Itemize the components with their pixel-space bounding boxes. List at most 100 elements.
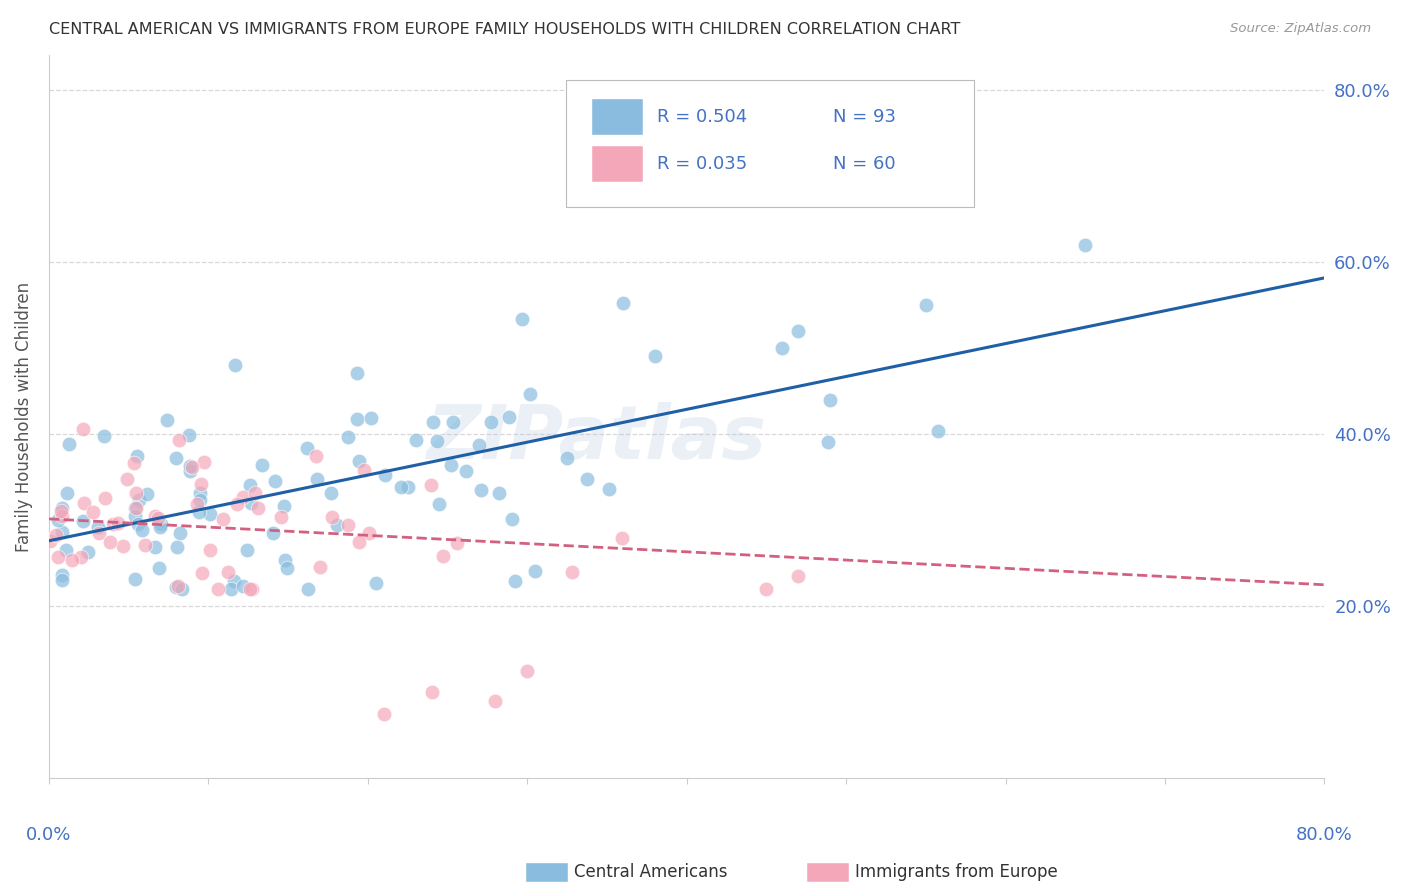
- Point: [479, 415, 502, 429]
- Point: [124, 508, 146, 523]
- Point: [225, 497, 247, 511]
- Point: [505, 574, 527, 589]
- Point: [374, 467, 396, 482]
- Point: [488, 486, 510, 500]
- FancyBboxPatch shape: [592, 98, 644, 135]
- Point: [51, 504, 73, 518]
- Point: [211, 512, 233, 526]
- Point: [124, 572, 146, 586]
- Point: [128, 492, 150, 507]
- Point: [787, 569, 810, 583]
- Point: [470, 483, 492, 498]
- Point: [516, 664, 538, 678]
- Point: [72, 515, 94, 529]
- Point: [305, 472, 328, 486]
- Point: [217, 565, 239, 579]
- Point: [561, 565, 583, 579]
- Point: [70, 550, 93, 565]
- Point: [103, 516, 125, 531]
- Point: [498, 410, 520, 425]
- Point: [124, 501, 146, 516]
- Point: [373, 706, 395, 721]
- Point: [755, 582, 778, 596]
- Point: [422, 416, 444, 430]
- Point: [135, 487, 157, 501]
- Point: [186, 497, 208, 511]
- Point: [143, 541, 166, 555]
- Point: [188, 486, 211, 500]
- Point: [240, 496, 263, 510]
- Point: [360, 411, 382, 425]
- Text: 80.0%: 80.0%: [1296, 826, 1353, 844]
- Point: [239, 582, 262, 596]
- Point: [337, 518, 360, 533]
- Point: [276, 561, 298, 575]
- Point: [170, 582, 193, 596]
- Point: [389, 480, 412, 494]
- Text: CENTRAL AMERICAN VS IMMIGRANTS FROM EUROPE FAMILY HOUSEHOLDS WITH CHILDREN CORRE: CENTRAL AMERICAN VS IMMIGRANTS FROM EURO…: [49, 22, 960, 37]
- Point: [179, 464, 201, 478]
- Point: [427, 497, 450, 511]
- Point: [107, 516, 129, 530]
- Point: [273, 499, 295, 513]
- Point: [166, 540, 188, 554]
- Point: [89, 526, 111, 541]
- Point: [770, 341, 793, 355]
- Point: [149, 520, 172, 534]
- Point: [270, 509, 292, 524]
- Point: [523, 564, 546, 578]
- Point: [207, 582, 229, 596]
- Text: R = 0.035: R = 0.035: [658, 154, 748, 173]
- Point: [51, 509, 73, 524]
- Point: [510, 311, 533, 326]
- Point: [468, 438, 491, 452]
- Point: [353, 463, 375, 477]
- Point: [787, 324, 810, 338]
- Point: [55, 543, 77, 558]
- Point: [224, 358, 246, 372]
- Point: [165, 450, 187, 465]
- Point: [321, 509, 343, 524]
- Point: [44, 527, 66, 541]
- Point: [46, 513, 69, 527]
- Point: [914, 298, 936, 312]
- Point: [305, 450, 328, 464]
- Point: [193, 455, 215, 469]
- Point: [148, 511, 170, 525]
- Point: [432, 549, 454, 564]
- Point: [169, 526, 191, 541]
- Point: [321, 486, 343, 500]
- Point: [122, 456, 145, 470]
- Point: [232, 579, 254, 593]
- Point: [274, 553, 297, 567]
- Point: [927, 424, 949, 438]
- Point: [308, 560, 330, 574]
- Point: [326, 518, 349, 533]
- Point: [124, 501, 146, 516]
- Point: [519, 386, 541, 401]
- Point: [239, 478, 262, 492]
- Point: [232, 490, 254, 504]
- Point: [58, 436, 80, 450]
- Point: [73, 496, 96, 510]
- FancyBboxPatch shape: [592, 145, 644, 182]
- Point: [396, 480, 419, 494]
- Point: [818, 392, 841, 407]
- Point: [198, 507, 221, 521]
- Point: [250, 458, 273, 473]
- Point: [236, 543, 259, 558]
- Point: [125, 449, 148, 463]
- Point: [51, 501, 73, 516]
- Point: [188, 493, 211, 508]
- Point: [148, 561, 170, 575]
- Text: Central Americans: Central Americans: [574, 863, 727, 881]
- Point: [446, 536, 468, 550]
- Point: [125, 485, 148, 500]
- Point: [177, 428, 200, 442]
- Point: [243, 486, 266, 500]
- Point: [111, 539, 134, 553]
- Text: Immigrants from Europe: Immigrants from Europe: [855, 863, 1057, 881]
- Point: [131, 523, 153, 537]
- Point: [82, 505, 104, 519]
- Point: [149, 517, 172, 532]
